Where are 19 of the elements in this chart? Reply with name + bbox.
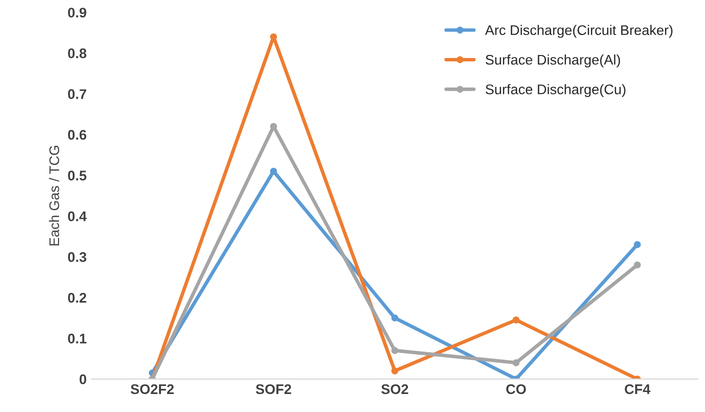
y-tick-label: 0.7 bbox=[68, 89, 86, 100]
legend-label: Surface Discharge(Cu) bbox=[486, 84, 626, 98]
y-tick-label: 0.6 bbox=[68, 130, 86, 140]
legend-label: Surface Discharge(Al) bbox=[486, 54, 620, 68]
y-tick-label: 0.3 bbox=[68, 252, 86, 262]
x-tick-label: CF4 bbox=[624, 384, 650, 394]
y-tick-label: 0.9 bbox=[68, 8, 86, 18]
y-tick-label: 0.2 bbox=[68, 292, 86, 303]
x-tick-label: SOF2 bbox=[256, 384, 292, 394]
y-tick-label: 0.5 bbox=[68, 170, 86, 180]
y-axis-title: Each Gas / TCG bbox=[48, 146, 60, 246]
legend-label: Arc Discharge(Circuit Breaker) bbox=[485, 24, 672, 38]
x-tick-label: SO2 bbox=[381, 384, 408, 394]
x-tick-label: SO2F2 bbox=[130, 384, 174, 394]
y-tick-label: 0.8 bbox=[68, 48, 86, 58]
y-tick-label: 0.1 bbox=[68, 334, 86, 344]
x-tick-label: CO bbox=[506, 384, 526, 394]
text: 0 bbox=[80, 374, 86, 384]
y-tick-label: 0.4 bbox=[68, 211, 87, 222]
